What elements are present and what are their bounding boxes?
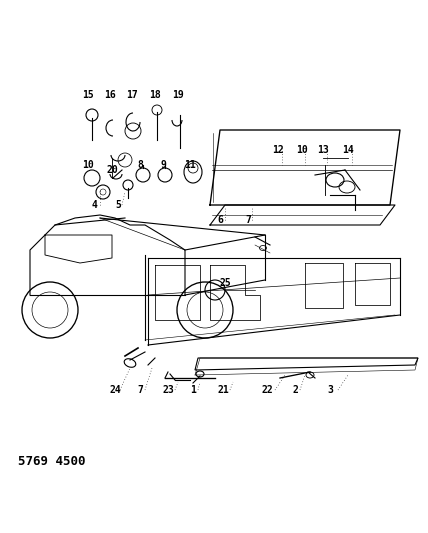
Text: 12: 12 xyxy=(272,145,284,155)
Text: 7: 7 xyxy=(137,385,143,395)
Text: 7: 7 xyxy=(245,215,251,225)
Text: 21: 21 xyxy=(217,385,229,395)
Text: 11: 11 xyxy=(184,160,196,170)
Text: 5: 5 xyxy=(115,200,121,210)
Text: 20: 20 xyxy=(106,165,118,175)
Text: 19: 19 xyxy=(172,90,184,100)
Text: 4: 4 xyxy=(92,200,98,210)
Text: 14: 14 xyxy=(342,145,354,155)
Text: 13: 13 xyxy=(317,145,329,155)
Text: 18: 18 xyxy=(149,90,161,100)
Text: 10: 10 xyxy=(82,160,94,170)
Text: 2: 2 xyxy=(292,385,298,395)
Text: 9: 9 xyxy=(160,160,166,170)
Text: 23: 23 xyxy=(162,385,174,395)
Text: 15: 15 xyxy=(82,90,94,100)
Text: 5769 4500: 5769 4500 xyxy=(18,455,86,468)
Text: 25: 25 xyxy=(219,278,231,288)
Text: 1: 1 xyxy=(190,385,196,395)
Text: 16: 16 xyxy=(104,90,116,100)
Text: 3: 3 xyxy=(327,385,333,395)
Text: 17: 17 xyxy=(126,90,138,100)
Text: 10: 10 xyxy=(296,145,308,155)
Text: 22: 22 xyxy=(261,385,273,395)
Text: 6: 6 xyxy=(217,215,223,225)
Text: 24: 24 xyxy=(109,385,121,395)
Text: 8: 8 xyxy=(137,160,143,170)
